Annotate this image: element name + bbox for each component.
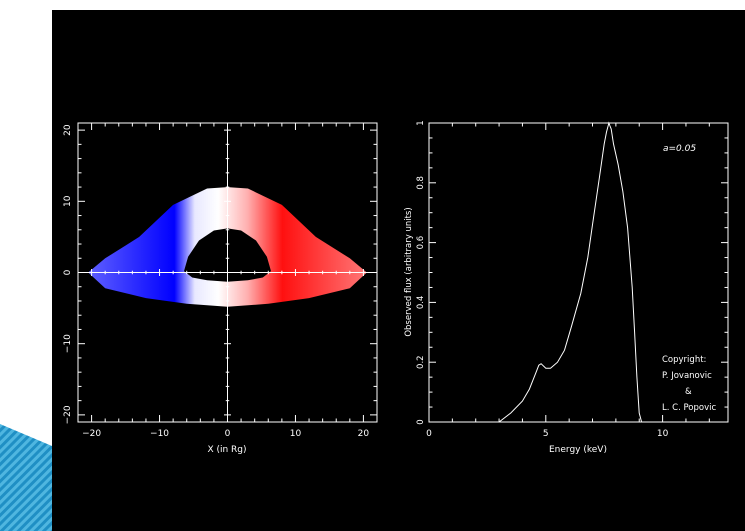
right-ticks <box>428 122 728 423</box>
copyright-line-1: Copyright: <box>662 355 706 365</box>
right-x-tick-labels: 0 5 10 <box>426 429 668 439</box>
left-x-tick-labels: −20 −10 0 10 20 <box>82 429 369 439</box>
disk-image-chart: −20 −10 0 10 20 −20 −10 0 10 20 X (in Rg) Y (in … <box>43 122 378 455</box>
left-x-axis-label: X (in Rg) <box>207 445 246 455</box>
right-x-axis-label: Energy (keV) <box>549 445 607 455</box>
left-x-tick-label: 0 <box>225 429 231 439</box>
left-x-tick-label: 20 <box>358 429 370 439</box>
left-x-tick-label: 10 <box>290 429 302 439</box>
right-y-tick-label: 0.6 <box>416 236 426 250</box>
left-y-axis-label: Y (in Rg) <box>43 253 53 292</box>
left-x-tick-label: −20 <box>82 429 101 439</box>
right-y-tick-label: 0.2 <box>416 355 426 369</box>
left-x-tick-label: −10 <box>150 429 169 439</box>
right-y-tick-label: 0.8 <box>416 176 426 190</box>
right-y-tick-label: 0 <box>416 419 426 424</box>
left-ticks <box>78 123 377 422</box>
left-y-tick-label: 10 <box>63 195 73 207</box>
right-x-tick-label: 10 <box>657 429 669 439</box>
right-y-axis-label: Observed flux (arbitrary units) <box>404 207 414 336</box>
copyright-line-4: L. C. Popovic <box>662 403 716 413</box>
right-y-tick-label: 0.4 <box>416 296 426 310</box>
copyright-line-3: & <box>685 387 692 397</box>
line-profile-chart: 0 5 10 0 0.2 0.4 0.6 0.8 1 Energy (keV) Observe… <box>404 120 729 455</box>
left-y-tick-label: −10 <box>63 334 73 353</box>
series-line <box>498 121 643 423</box>
left-y-tick-label: 0 <box>63 269 73 275</box>
slide-accent-shape <box>0 424 52 531</box>
right-y-tick-labels: 0 0.2 0.4 0.6 0.8 1 <box>416 120 426 424</box>
left-y-tick-labels: −20 −10 0 10 20 <box>63 124 73 424</box>
copyright-line-2: P. Jovanovic <box>662 371 712 381</box>
parameter-annotation: a=0.05 <box>663 144 696 154</box>
left-y-tick-label: −20 <box>63 405 73 424</box>
left-y-tick-label: 20 <box>63 124 73 136</box>
right-x-tick-label: 5 <box>543 429 549 439</box>
right-y-tick-label: 1 <box>416 120 426 125</box>
accretion-disk <box>88 187 367 307</box>
right-x-tick-label: 0 <box>426 429 432 439</box>
